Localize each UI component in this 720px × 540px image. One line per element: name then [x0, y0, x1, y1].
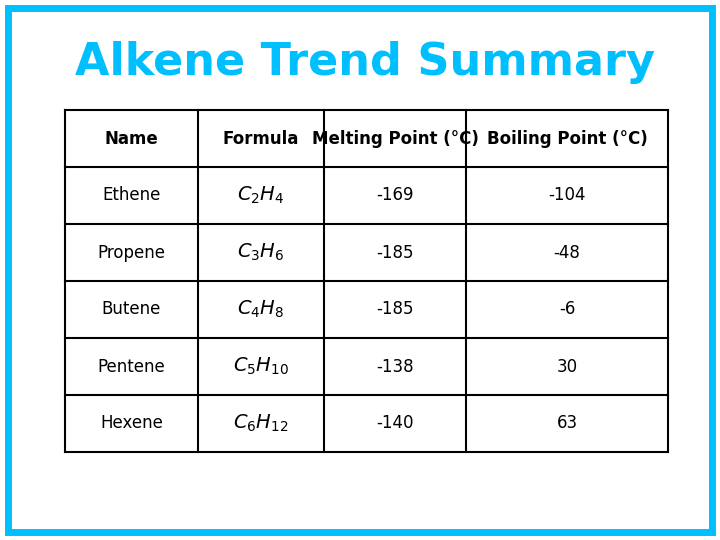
Text: $C_{4}H_{8}$: $C_{4}H_{8}$	[238, 299, 284, 320]
Text: $C_{3}H_{6}$: $C_{3}H_{6}$	[238, 242, 284, 263]
Text: -6: -6	[559, 300, 575, 319]
Text: Name: Name	[104, 130, 158, 147]
Text: -140: -140	[377, 415, 414, 433]
Text: -48: -48	[554, 244, 580, 261]
Text: Hexene: Hexene	[100, 415, 163, 433]
Text: Pentene: Pentene	[97, 357, 165, 375]
Text: Propene: Propene	[97, 244, 166, 261]
Text: $C_{6}H_{12}$: $C_{6}H_{12}$	[233, 413, 289, 434]
Text: -138: -138	[377, 357, 414, 375]
Text: Boiling Point (°C): Boiling Point (°C)	[487, 130, 647, 147]
Text: -185: -185	[377, 300, 414, 319]
Text: Melting Point (°C): Melting Point (°C)	[312, 130, 479, 147]
Text: -185: -185	[377, 244, 414, 261]
Text: Formula: Formula	[222, 130, 300, 147]
Text: Ethene: Ethene	[102, 186, 161, 205]
Text: Alkene Trend Summary: Alkene Trend Summary	[75, 40, 655, 84]
Text: 30: 30	[557, 357, 577, 375]
Text: Butene: Butene	[102, 300, 161, 319]
Text: -104: -104	[548, 186, 586, 205]
Text: $C_{5}H_{10}$: $C_{5}H_{10}$	[233, 356, 289, 377]
Text: $C_{2}H_{4}$: $C_{2}H_{4}$	[238, 185, 284, 206]
Text: -169: -169	[377, 186, 414, 205]
Text: 63: 63	[557, 415, 577, 433]
